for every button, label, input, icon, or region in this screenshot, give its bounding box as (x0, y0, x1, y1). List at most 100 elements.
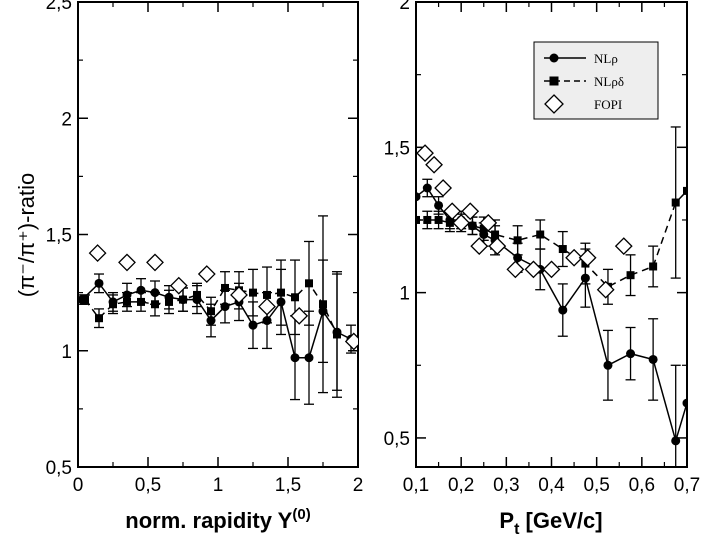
left-x-tick-label: 0 (73, 475, 84, 496)
left-fopi-point (290, 306, 309, 325)
right-nlrho-point (671, 436, 681, 446)
right-fopi-point (443, 202, 462, 221)
left-nlrhodelta-point (221, 283, 229, 292)
right-fopi-point (461, 202, 480, 221)
left-nlrhodelta-point (249, 288, 257, 297)
legend-marker-fopi (544, 94, 564, 114)
right-clipped-data (416, 126, 687, 467)
right-nlrho-point (416, 192, 421, 202)
left-y-tick-label: 2 (61, 109, 72, 130)
right-fopi-point (416, 144, 434, 163)
right-x-tick-label: 0,3 (493, 475, 519, 496)
right-fopi-point (614, 237, 633, 256)
right-nlrho-point (434, 200, 444, 210)
legend-label-nlrho: NLρ (594, 51, 618, 66)
left-fopi-point (258, 297, 276, 316)
right-fopi-point (470, 237, 489, 256)
left-fopi-point (88, 244, 107, 263)
left-nlrho-point (304, 353, 314, 363)
left-nlrhodelta-point (165, 297, 173, 306)
left-nlrhodelta-point (207, 307, 215, 316)
left-panel: 0 0,5 1 1,5 20,511,522,5 norm. rapidity Y(0)… (14, 0, 363, 533)
right-fopi-point (488, 237, 507, 256)
left-nlrhodelta-point (95, 314, 103, 323)
right-fopi-point (452, 213, 471, 232)
right-nlrhodelta-point (416, 215, 420, 224)
legend-label-fopi: FOPI (594, 97, 622, 112)
left-x-axis-title: norm. rapidity Y(0) (125, 506, 310, 533)
left-y-tick-label: 1,5 (46, 226, 72, 247)
left-x-tick-label: 1 (213, 475, 224, 496)
left-y-tick-label: 1 (61, 342, 72, 363)
left-y-tick-label: 0,5 (46, 458, 72, 479)
left-nlrhodelta-point (81, 295, 89, 304)
right-nlrho-point (682, 398, 687, 408)
right-panel: 0,1 0,2 0,3 0,4 0,5 0,6 0,7 0,5 1 1,5 2 Pt [GeV/c]… (384, 0, 701, 538)
left-nlrho-point (94, 278, 104, 288)
left-clipped-data (78, 215, 358, 405)
right-nlrho-point (513, 253, 523, 263)
right-nlrhodelta-point (513, 236, 522, 245)
left-nlrhodelta-point (277, 288, 285, 297)
left-fopi-point (146, 253, 164, 272)
left-nlrhodelta-point (263, 290, 271, 299)
left-data (78, 215, 358, 405)
left-x-tick-label: 0,5 (135, 475, 161, 496)
left-fopi-point (169, 276, 188, 295)
left-nlrho-point (290, 353, 300, 363)
right-fopi-point (524, 260, 543, 279)
left-fopi-point (344, 332, 358, 351)
right-y-tick-label: 1 (399, 284, 410, 305)
right-fopi-point (479, 213, 498, 232)
right-x-axis-title: Pt [GeV/c] (499, 508, 602, 538)
left-nlrhodelta-point (109, 300, 117, 309)
legend-label-nlrhodelta: NLρδ (594, 74, 624, 89)
left-nlrho-line (81, 282, 352, 359)
right-fopi-point (425, 155, 443, 174)
right-x-tick-label: 0,4 (538, 475, 565, 496)
left-nlrho-point (248, 320, 258, 330)
left-y-tick-label: 2,5 (46, 0, 72, 14)
right-y-tick-label: 1,5 (384, 138, 410, 159)
left-ticks: 0 0,5 1 1,5 20,511,522,5 (46, 0, 364, 496)
left-plot-frame (77, 1, 359, 468)
left-x-tick-label: 2 (353, 475, 364, 496)
left-fopi-point (230, 286, 248, 304)
right-nlrho-point (648, 354, 658, 364)
left-nlrhodelta-point (151, 300, 159, 309)
legend: NLρ NLρδ FOPI (533, 41, 659, 120)
right-data (416, 126, 687, 467)
right-ticks: 0,1 0,2 0,3 0,4 0,5 0,6 0,7 0,5 1 1,5 2 (384, 0, 701, 496)
right-nlrhodelta-point (558, 245, 567, 254)
legend-marker-nlrho (549, 53, 559, 63)
right-fopi-point (596, 280, 615, 299)
right-fopi-point (434, 179, 453, 197)
right-nlrhodelta-point (491, 230, 500, 239)
right-nlrhodelta-point (423, 215, 432, 224)
left-nlrhodelta-point (193, 290, 201, 299)
left-nlrhodelta-point (137, 297, 145, 306)
right-x-tick-label: 0,2 (448, 475, 474, 496)
left-nlrhodelta-point (333, 330, 341, 339)
right-fopi-point (578, 248, 597, 267)
left-nlrhodelta-point (179, 295, 187, 304)
left-fopi-point (197, 265, 216, 283)
left-fopi-point (118, 253, 136, 272)
right-nlrho-point (626, 349, 636, 359)
left-nlrhodelta-point (305, 279, 313, 288)
right-y-tick-label: 2 (399, 0, 410, 14)
right-nlrhodelta-point (626, 271, 635, 280)
left-nlrhodelta-point (123, 297, 131, 306)
right-x-tick-label: 0,6 (629, 475, 655, 496)
right-nlrho-point (558, 305, 568, 315)
right-nlrhodelta-point (445, 218, 454, 227)
right-x-tick-label: 0,7 (674, 475, 700, 496)
right-nlrhodelta-point (649, 262, 658, 271)
right-nlrhodelta-point (434, 215, 443, 224)
right-fopi-point (565, 248, 584, 267)
right-x-tick-label: 0,1 (403, 475, 429, 496)
right-y-tick-label: 0,5 (384, 429, 410, 450)
right-nlrhodelta-point (536, 230, 545, 239)
right-fopi-point (542, 260, 561, 279)
